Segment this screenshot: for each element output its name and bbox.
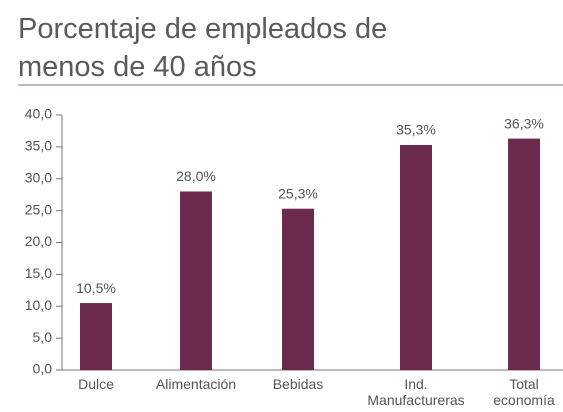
x-tick-label: Bebidas [272, 376, 324, 392]
bar [400, 144, 432, 370]
y-tick-label: 40,0 [25, 106, 52, 122]
y-tick-label: 20,0 [25, 233, 52, 249]
value-label: 25,3% [278, 185, 318, 201]
chart-title: Porcentaje de empleados de menos de 40 a… [18, 13, 388, 83]
y-tick-label: 5,0 [33, 329, 53, 345]
y-tick-label: 30,0 [25, 169, 52, 185]
x-tick-label: Alimentación [155, 376, 237, 392]
value-label: 36,3% [504, 115, 544, 131]
y-tick-label: 35,0 [25, 138, 52, 154]
y-tick-label: 0,0 [33, 361, 53, 377]
y-tick-label: 15,0 [25, 265, 52, 281]
x-tick-label: Dulce [78, 376, 114, 392]
value-label: 28,0% [176, 168, 216, 184]
y-tick-label: 10,0 [25, 297, 52, 313]
bar [180, 191, 212, 370]
bar [508, 138, 540, 370]
y-tick-label: 25,0 [25, 201, 52, 217]
bar [282, 208, 314, 370]
value-label: 35,3% [396, 122, 436, 138]
x-tick-label: Total economía [493, 376, 555, 408]
value-label: 10,5% [76, 280, 116, 296]
bar [80, 303, 112, 370]
x-tick-label: Ind. Manufactureras [367, 376, 465, 408]
